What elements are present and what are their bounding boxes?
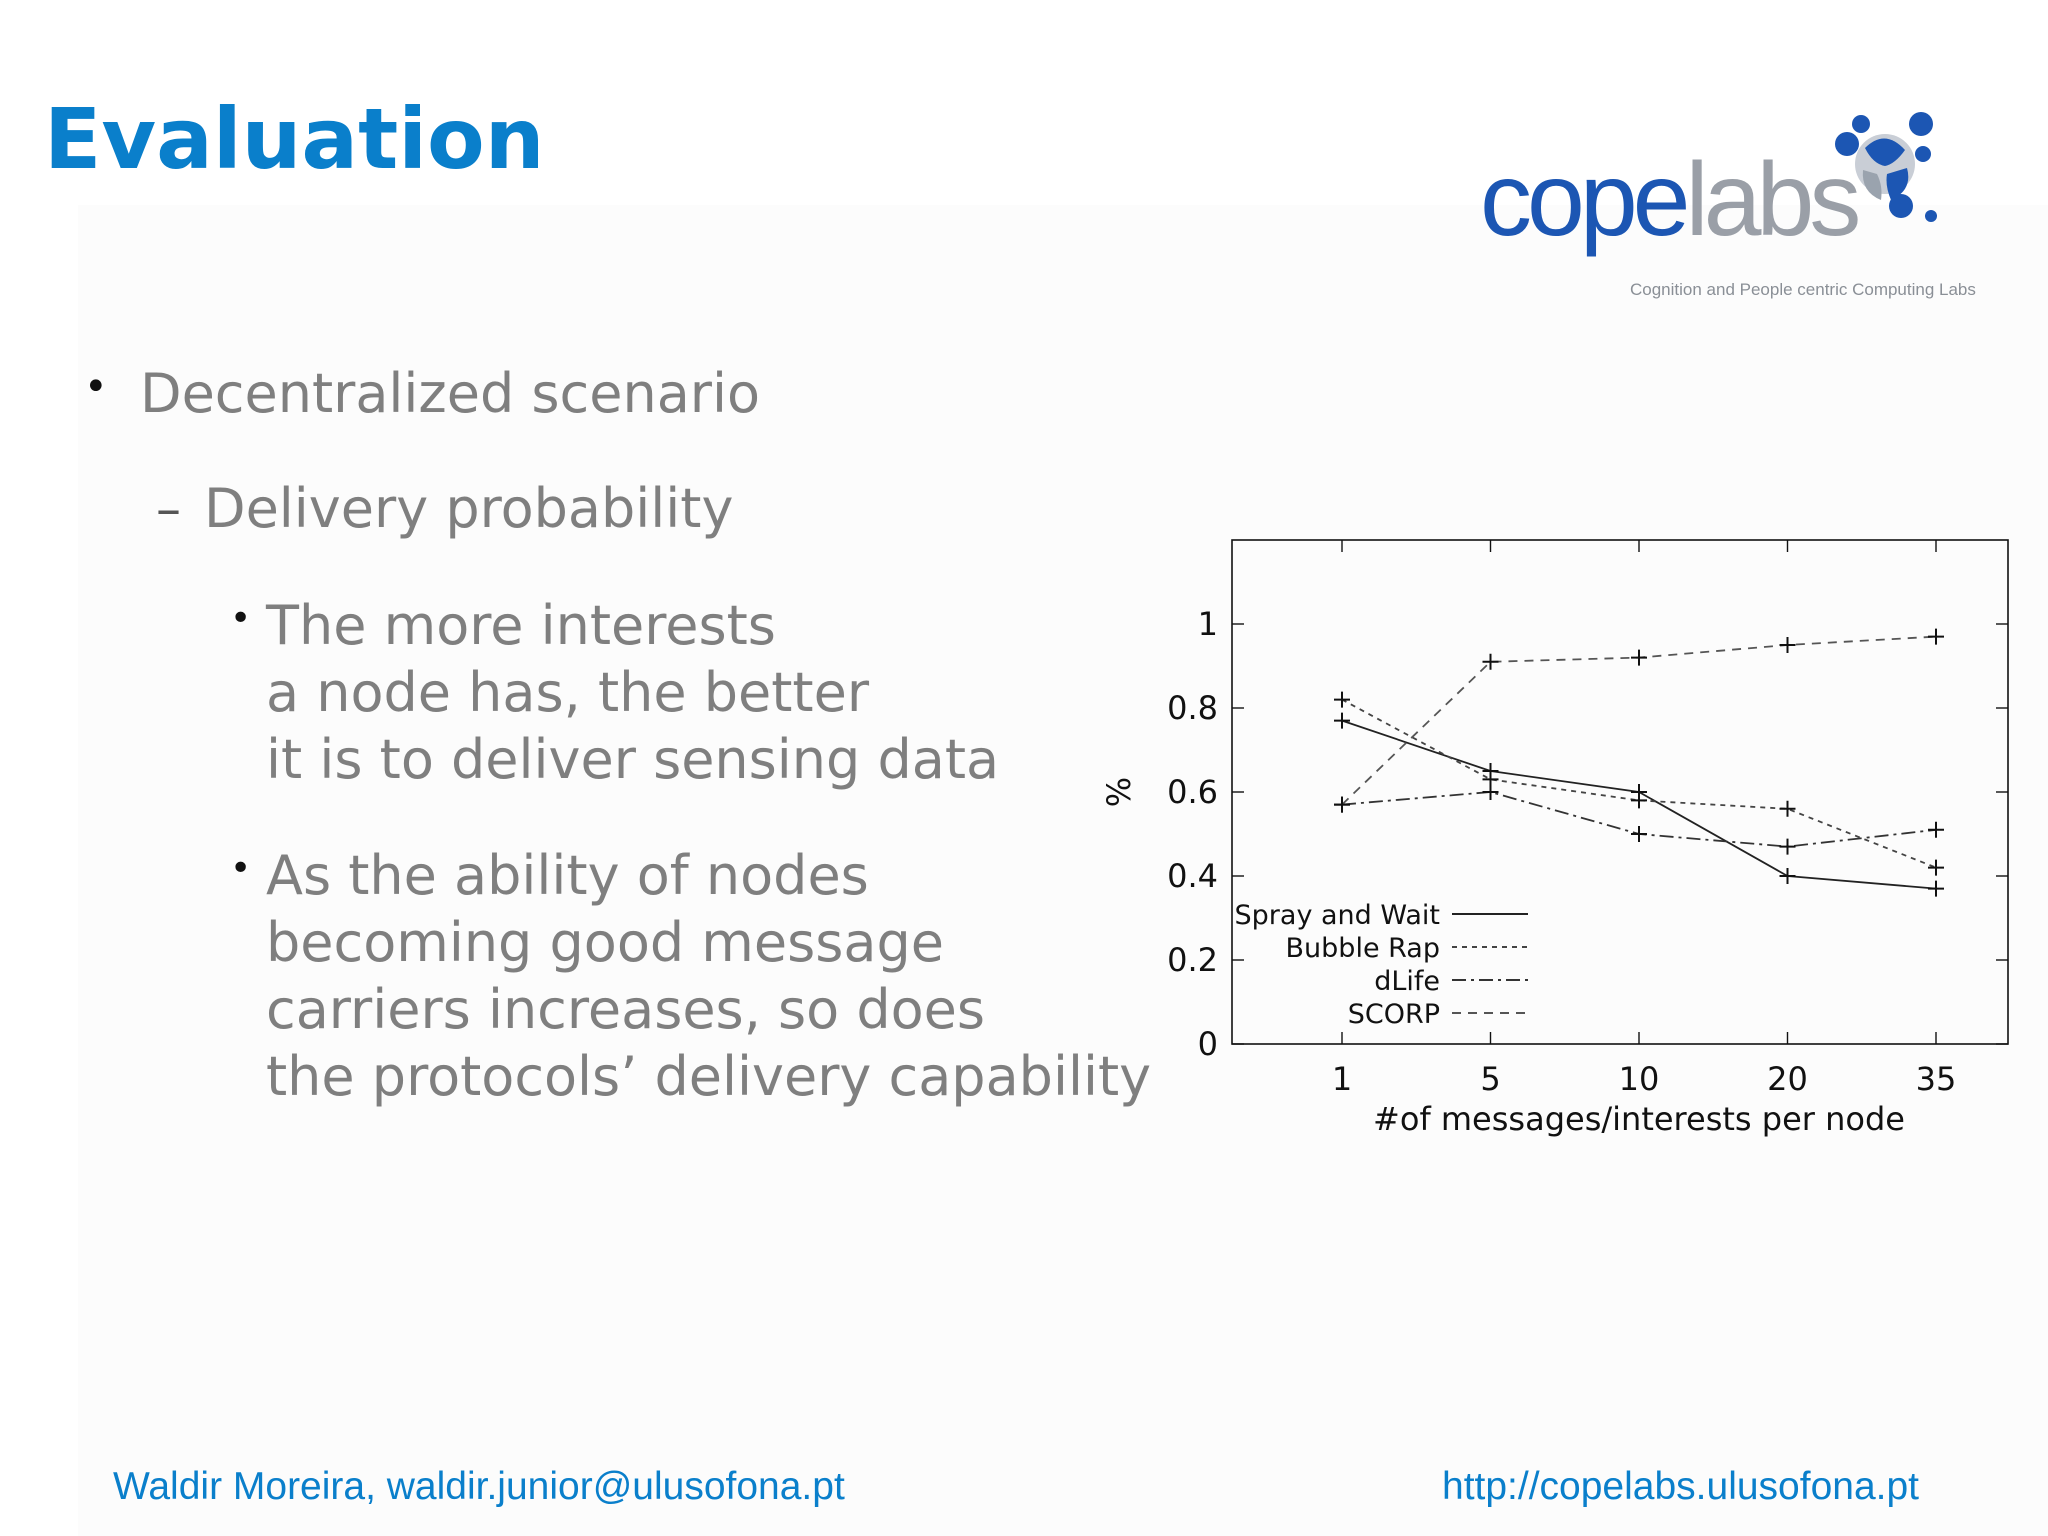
x-axis-label: #of messages/interests per node <box>1373 1100 1905 1138</box>
logo-tagline: Cognition and People centric Computing L… <box>1630 280 1976 299</box>
data-point <box>1928 628 1944 645</box>
data-point <box>1779 838 1796 855</box>
data-point <box>1928 859 1944 876</box>
copelabs-logo: copelabs Cognition and People centric Co… <box>1480 108 1976 313</box>
bullet-marker: • <box>230 848 252 889</box>
slide-title: Evaluation <box>44 90 545 188</box>
bullet-line: The more interests <box>266 594 776 657</box>
bullet-line: becoming good message <box>266 911 944 974</box>
data-point <box>1631 649 1647 666</box>
logo-word-cope: cope <box>1480 142 1691 258</box>
legend-label: Bubble Rap <box>1286 933 1440 964</box>
legend-label: Spray and Wait <box>1235 900 1440 931</box>
data-point <box>1334 691 1350 708</box>
data-point <box>1928 880 1944 897</box>
slide-background <box>78 205 2048 1536</box>
bullet-marker: • <box>84 364 108 410</box>
data-point <box>1779 800 1796 817</box>
y-tick-label: 0.8 <box>1167 689 1218 727</box>
y-tick-label: 0.6 <box>1167 773 1218 811</box>
data-point <box>1779 868 1796 884</box>
logo-wordmark: copelabs <box>1480 148 1861 252</box>
bullet-line: As the ability of nodes <box>266 844 869 907</box>
x-tick-label: 20 <box>1767 1060 1808 1098</box>
bullet-dash-marker: – <box>156 480 181 538</box>
y-tick-label: 0 <box>1198 1025 1218 1063</box>
x-tick-label: 1 <box>1332 1060 1352 1098</box>
bullet-line: carriers increases, so does <box>266 978 986 1041</box>
bullet-level2: Delivery probability <box>204 477 734 540</box>
y-axis-label: % <box>1100 777 1138 807</box>
bullet-line: the protocols’ delivery capability <box>266 1045 1152 1108</box>
bullet-line: a node has, the better <box>266 661 870 724</box>
data-point <box>1334 712 1350 729</box>
data-point <box>1334 796 1350 813</box>
bullet-level3-item: As the ability of nodes becoming good me… <box>266 842 1151 1110</box>
people-network-icon <box>1835 112 1937 222</box>
bullet-line: it is to deliver sensing data <box>266 728 1000 791</box>
bullet-level3-item: The more interests a node has, the bette… <box>266 592 999 793</box>
y-tick-label: 0.2 <box>1167 941 1218 979</box>
data-point <box>1779 637 1796 653</box>
x-tick-label: 5 <box>1480 1060 1500 1098</box>
bullet-marker: • <box>230 598 252 639</box>
x-tick-label: 10 <box>1619 1060 1660 1098</box>
logo-word-labs: labs <box>1685 142 1862 258</box>
footer-author: Waldir Moreira, waldir.junior@ulusofona.… <box>113 1465 845 1508</box>
footer-url[interactable]: http://copelabs.ulusofona.pt <box>1442 1465 1920 1508</box>
delivery-probability-chart: 0 0.2 0.4 0.6 0.8 1 1 5 10 20 35 #of messages/inter… <box>1100 539 2009 1138</box>
legend-label: SCORP <box>1348 999 1440 1030</box>
data-point <box>1482 653 1499 670</box>
y-tick-label: 0.4 <box>1167 857 1218 895</box>
legend-label: dLife <box>1374 966 1440 997</box>
data-point <box>1482 784 1499 800</box>
bullet-level1: Decentralized scenario <box>140 362 761 425</box>
data-point <box>1631 826 1647 842</box>
y-tick-label: 1 <box>1198 605 1218 643</box>
data-point <box>1631 792 1647 809</box>
data-point <box>1928 821 1944 838</box>
series-line <box>1341 698 1937 869</box>
x-tick-label: 35 <box>1916 1060 1957 1098</box>
plot-frame <box>1231 539 2009 1045</box>
